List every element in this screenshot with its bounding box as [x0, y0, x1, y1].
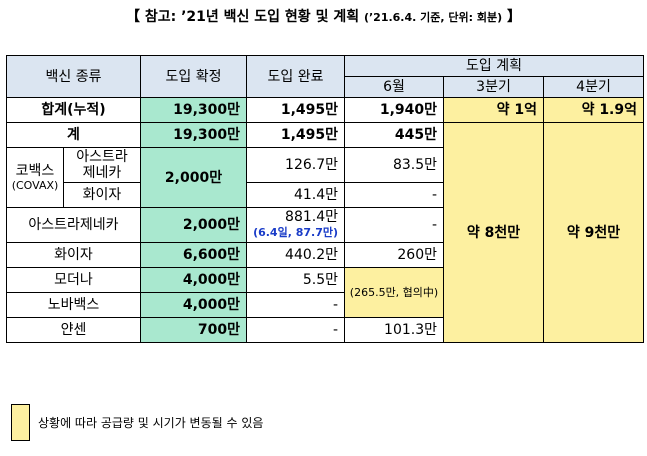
janssen-completed: -: [246, 317, 345, 343]
cumulative-q3: 약 1억: [443, 97, 544, 123]
covax-label: 코백스 (COVAX): [6, 147, 64, 208]
covax-pfizer-june: -: [344, 182, 444, 208]
novavax-label: 노바백스: [6, 292, 141, 318]
title-end: 】: [502, 9, 521, 25]
moderna-confirmed: 4,000만: [140, 267, 247, 293]
covax-az-label-line1: 아스트라: [76, 149, 128, 165]
novavax-confirmed: 4,000만: [140, 292, 247, 318]
legend-swatch: [11, 404, 30, 441]
covax-pfizer-label: 화이자: [63, 182, 141, 208]
table-row-novavax: 노바백스 4,000만 -: [6, 292, 644, 318]
covax-az-june: 83.5만: [344, 147, 444, 183]
legend-text: 상황에 따라 공급량 및 시기가 변동될 수 있음: [38, 416, 264, 430]
covax-az-label: 아스트라 제네카: [63, 147, 141, 183]
covax-az-label-line2: 제네카: [82, 165, 122, 181]
header-june: 6월: [344, 76, 444, 98]
pfizer-june: 260만: [344, 242, 444, 268]
total-confirmed: 19,300만: [140, 122, 247, 148]
janssen-june: 101.3만: [344, 317, 444, 343]
covax-pfizer-completed: 41.4만: [246, 182, 345, 208]
astrazeneca-confirmed: 2,000만: [140, 207, 247, 243]
cumulative-q4: 약 1.9억: [543, 97, 644, 123]
table-row-moderna: 모더나 4,000만 5.5만 (265.5만, 협의中): [6, 267, 644, 318]
header-q4: 4분기: [543, 76, 644, 98]
header-subrow: 6월 3분기 4분기: [7, 76, 644, 98]
cumulative-june: 1,940만: [344, 97, 444, 123]
table-row-pfizer: 화이자 6,600만 440.2만 260만: [6, 242, 644, 268]
header-row: 백신 종류 도입 확정 도입 완료 도입 계획: [6, 55, 644, 98]
header-confirmed: 도입 확정: [140, 55, 247, 98]
table-row-janssen: 얀센 700만 - 101.3만: [6, 317, 644, 343]
astrazeneca-completed-note: (6.4일, 87.7만): [253, 226, 338, 239]
q4-plan: 약 9천만: [543, 122, 644, 343]
table-row-cumulative: 합계(누적) 19,300만 1,495만 1,940만 약 1억 약 1.9억: [6, 97, 644, 123]
page-title: 【 참고: ’21년 백신 도입 현황 및 계획 (’21.6.4. 기준, 단…: [0, 6, 647, 26]
covax-label-line1: 코백스: [15, 162, 55, 179]
vaccine-table: 백신 종류 도입 확정 도입 완료 도입 계획 6월 3분기 4분기 합계(누적…: [6, 55, 644, 343]
pfizer-confirmed: 6,600만: [140, 242, 247, 268]
header-plan: 도입 계획: [344, 55, 644, 77]
q3-plan: 약 8천만: [443, 122, 544, 343]
pfizer-label: 화이자: [6, 242, 141, 268]
covax-confirmed: 2,000만: [140, 147, 247, 208]
cumulative-confirmed: 19,300만: [140, 97, 247, 123]
covax-az-completed: 126.7만: [246, 147, 345, 183]
janssen-confirmed: 700만: [140, 317, 247, 343]
moderna-completed: 5.5만: [246, 267, 345, 293]
cumulative-label: 합계(누적): [6, 97, 141, 123]
header-q3: 3분기: [443, 76, 544, 98]
janssen-label: 얀센: [6, 317, 141, 343]
table-row-astrazeneca: 아스트라제네카 2,000만 881.4만 (6.4일, 87.7만) -: [6, 207, 644, 243]
total-june: 445만: [344, 122, 444, 148]
astrazeneca-label: 아스트라제네카: [6, 207, 141, 243]
table-row-covax-az: 코백스 (COVAX) 아스트라 제네카 2,000만 126.7만 83.5만: [6, 147, 644, 208]
moderna-label: 모더나: [6, 267, 141, 293]
novavax-completed: -: [246, 292, 345, 318]
cumulative-completed: 1,495만: [246, 97, 345, 123]
covax-label-line2: (COVAX): [11, 178, 59, 192]
moderna-novavax-june: (265.5만, 협의中): [344, 267, 444, 318]
pfizer-completed: 440.2만: [246, 242, 345, 268]
header-completed: 도입 완료: [246, 55, 345, 98]
title-sub: (’21.6.4. 기준, 단위: 회분): [363, 11, 503, 24]
astrazeneca-completed: 881.4만 (6.4일, 87.7만): [246, 207, 345, 243]
title-main: 【 참고: ’21년 백신 도입 현황 및 계획: [126, 9, 364, 25]
astrazeneca-completed-value: 881.4만: [285, 209, 338, 225]
total-completed: 1,495만: [246, 122, 345, 148]
total-label: 계: [6, 122, 141, 148]
astrazeneca-june: -: [344, 207, 444, 243]
table-row-total: 계 19,300만 1,495만 445만 약 8천만 약 9천만: [6, 122, 644, 343]
header-type: 백신 종류: [6, 55, 141, 98]
